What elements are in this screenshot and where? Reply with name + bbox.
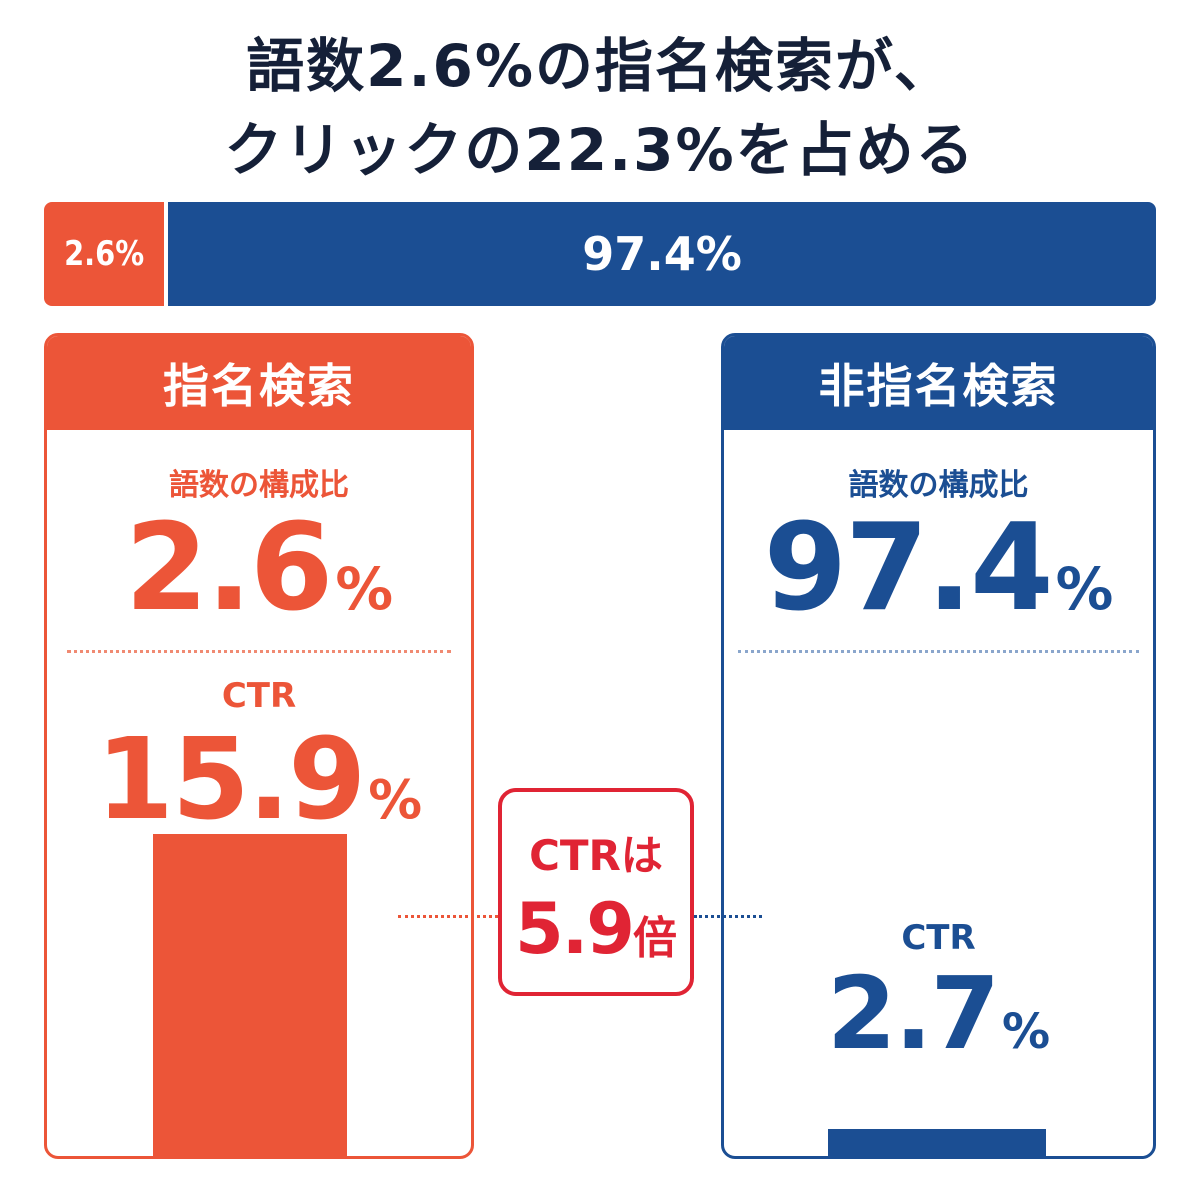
brand-share-value: 2.6% [47,504,471,655]
nonbrand-ctr-label: CTR [901,918,976,958]
callout-value: 5.9倍 [502,888,690,970]
share-stacked-bar: 2.6% 97.4% [44,202,1156,306]
callout-label: CTRは [529,831,663,880]
nonbrand-search-panel: 非指名検索 語数の構成比 97.4% CTR 2.7% [721,333,1156,1159]
nonbrand-ctr-unit: % [1002,1004,1051,1060]
chart-title-line1: 語数2.6%の指名検索が、 [246,32,954,100]
brand-ctr-label: CTR [221,676,297,716]
brand-ctr-value: 15.9% [47,720,471,860]
ctr-bar-nonbrand [828,1129,1046,1156]
share-bar-brand-segment: 2.6% [44,202,164,306]
nonbrand-share-value: 97.4% [724,504,1153,655]
callout-number: 5.9 [514,888,635,970]
brand-share-label: 語数の構成比 [169,468,349,503]
brand-share-unit: % [335,556,394,623]
brand-divider [67,650,451,653]
nonbrand-ctr-value: 2.7% [724,960,1153,1086]
share-bar-brand-label: 2.6% [63,234,145,274]
brand-share-number: 2.6 [124,499,334,638]
share-bar-nonbrand-label: 97.4% [582,227,742,281]
share-bar-nonbrand-segment: 97.4% [168,202,1156,306]
callout-unit: 倍 [633,913,677,964]
nonbrand-share-label: 語数の構成比 [848,468,1029,503]
brand-panel-header: 指名検索 [47,336,471,430]
brand-search-panel: 指名検索 語数の構成比 2.6% CTR 15.9% [44,333,474,1159]
connector-left [398,915,498,918]
nonbrand-share-number: 97.4 [763,499,1054,638]
nonbrand-ctr-number: 2.7 [826,955,1000,1072]
brand-ctr-unit: % [368,768,423,831]
chart-title-line2: クリックの22.3%を占める [224,116,976,184]
nonbrand-share-unit: % [1055,556,1114,623]
brand-ctr-number: 15.9 [95,715,366,845]
ctr-bar-brand [153,834,347,1156]
nonbrand-divider [738,650,1139,653]
nonbrand-panel-header: 非指名検索 [724,336,1153,430]
ctr-ratio-callout: CTRは 5.9倍 [498,788,694,996]
connector-right [694,915,762,918]
